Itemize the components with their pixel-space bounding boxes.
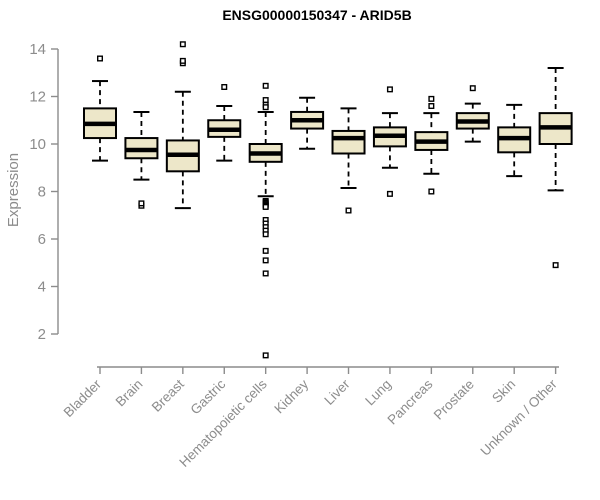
y-tick-label: 4 <box>38 279 46 296</box>
outlier-point <box>262 270 269 277</box>
y-tick-label: 10 <box>29 136 46 153</box>
outlier-point <box>345 207 352 214</box>
outlier-point <box>552 262 559 269</box>
iqr-box <box>331 129 366 155</box>
x-category-label-gastric: Gastric <box>188 376 229 417</box>
outlier-point <box>428 188 435 195</box>
outlier-point <box>469 85 476 92</box>
outlier-point <box>262 352 269 359</box>
boxplot-breast <box>165 41 200 210</box>
x-category-label-prostate: Prostate <box>431 377 477 423</box>
boxplot-gastric <box>207 83 242 162</box>
y-axis-label: Expression <box>5 153 22 227</box>
boxplot-kidney <box>290 96 325 150</box>
y-tick-label: 14 <box>29 41 46 58</box>
outlier-point <box>262 203 269 210</box>
x-category-label-bladder: Bladder <box>61 376 105 420</box>
outlier-point <box>179 57 186 64</box>
x-category-label-lung: Lung <box>362 377 394 409</box>
x-category-label-breast: Breast <box>149 376 187 414</box>
x-category-label-brain: Brain <box>113 377 146 410</box>
outlier-point <box>428 102 435 109</box>
y-tick-label: 6 <box>38 231 46 248</box>
y-tick-label: 8 <box>38 184 46 201</box>
boxplot-brain <box>124 110 159 209</box>
outlier-point <box>428 95 435 102</box>
outlier-point <box>262 231 269 238</box>
x-category-label-liver: Liver <box>321 376 353 408</box>
boxplot-pancreas <box>414 95 449 195</box>
outlier-point <box>262 82 269 89</box>
outlier-point <box>262 104 269 111</box>
outlier-point <box>386 86 393 93</box>
x-category-label-unknown-other: Unknown / Other <box>478 376 561 459</box>
y-tick-label: 12 <box>29 89 46 106</box>
boxplot-skin <box>497 103 532 178</box>
outlier-point <box>262 257 269 264</box>
outlier-point <box>138 200 145 207</box>
x-category-label-pancreas: Pancreas <box>385 376 436 427</box>
boxplot-unknown-other <box>538 67 573 269</box>
y-tick-label: 2 <box>38 326 46 343</box>
chart-title: ENSG00000150347 - ARID5B <box>222 7 411 23</box>
x-category-label-kidney: Kidney <box>271 376 311 416</box>
outlier-point <box>262 247 269 254</box>
boxplot-prostate <box>455 85 490 143</box>
outlier-point <box>221 83 228 90</box>
x-category-label-skin: Skin <box>489 377 518 406</box>
outlier-point <box>262 97 269 104</box>
outlier-point <box>96 55 103 62</box>
boxplot-lung <box>372 86 407 197</box>
outlier-point <box>386 190 393 197</box>
boxplot-hematopoietic-cells <box>248 82 283 359</box>
boxplot-liver <box>331 107 366 214</box>
boxplot-bladder <box>83 55 117 162</box>
outlier-point <box>179 41 186 48</box>
